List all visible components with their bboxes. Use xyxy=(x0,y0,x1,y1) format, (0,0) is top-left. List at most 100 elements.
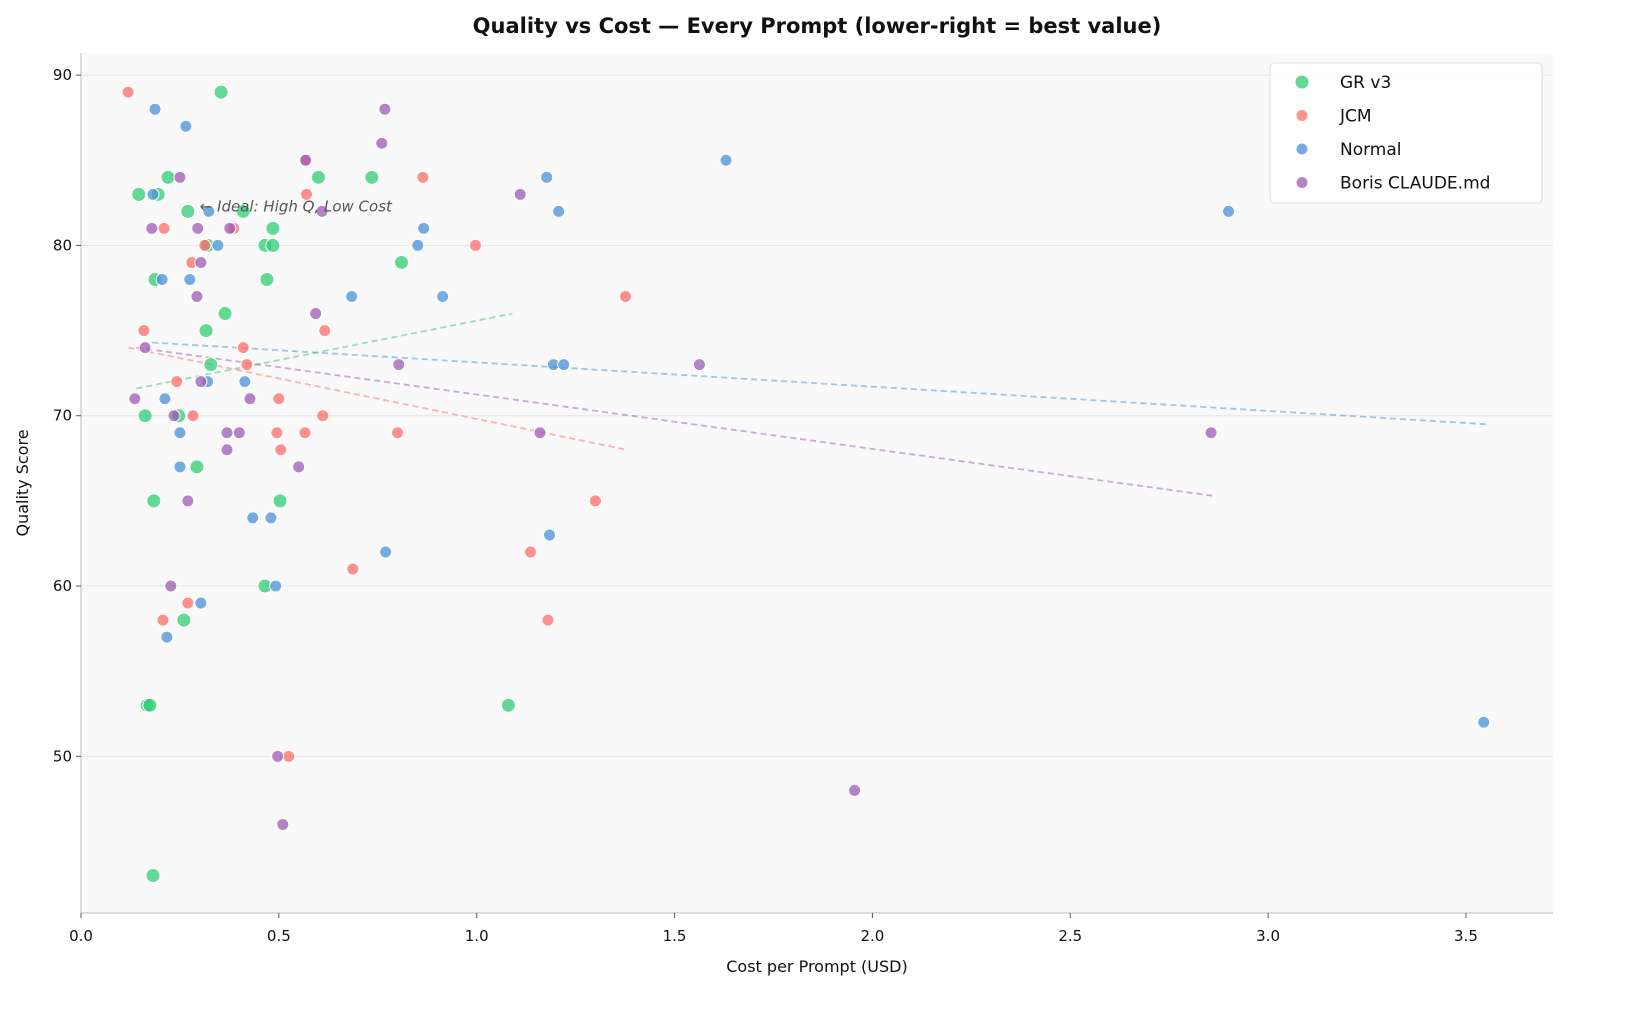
point-gr-v3 xyxy=(203,357,219,373)
point-boris-claude-md xyxy=(271,749,285,763)
point-normal xyxy=(202,204,216,218)
point-jcm xyxy=(618,290,632,304)
point-boris-claude-md xyxy=(220,426,234,440)
point-normal xyxy=(1477,715,1491,729)
point-boris-claude-md xyxy=(194,375,208,389)
point-gr-v3 xyxy=(265,237,281,253)
x-tick-label: 3.5 xyxy=(1454,927,1478,945)
point-gr-v3 xyxy=(217,306,233,322)
point-jcm xyxy=(270,426,284,440)
point-jcm xyxy=(524,545,538,559)
point-gr-v3 xyxy=(176,612,192,628)
point-normal xyxy=(173,426,187,440)
point-boris-claude-md xyxy=(299,153,313,167)
point-gr-v3 xyxy=(189,459,205,475)
point-normal xyxy=(269,579,283,593)
point-jcm xyxy=(274,443,288,457)
y-tick-label: 60 xyxy=(53,577,72,595)
point-boris-claude-md xyxy=(164,579,178,593)
point-gr-v3 xyxy=(500,697,516,713)
point-gr-v3 xyxy=(146,493,162,509)
x-axis-label: Cost per Prompt (USD) xyxy=(726,957,907,976)
point-jcm xyxy=(156,613,170,627)
y-tick-label: 80 xyxy=(53,236,72,254)
legend-label-jcm: JCM xyxy=(1339,107,1372,127)
legend-marker-boris-claude-md xyxy=(1295,176,1309,189)
point-jcm xyxy=(282,749,296,763)
point-gr-v3 xyxy=(235,203,251,219)
point-boris-claude-md xyxy=(220,443,234,457)
point-jcm xyxy=(318,324,332,338)
x-tick-label: 2.0 xyxy=(860,927,884,945)
x-tick-label: 0.5 xyxy=(267,927,291,945)
legend-marker-normal xyxy=(1295,142,1309,156)
legend-marker-gr-v3 xyxy=(1294,74,1310,90)
point-normal xyxy=(411,238,425,252)
point-boris-claude-md xyxy=(276,817,290,831)
point-boris-claude-md xyxy=(145,221,159,235)
point-gr-v3 xyxy=(213,84,229,100)
point-gr-v3 xyxy=(394,254,410,270)
point-jcm xyxy=(588,494,602,508)
point-boris-claude-md xyxy=(533,426,547,440)
point-boris-claude-md xyxy=(223,221,237,235)
point-gr-v3 xyxy=(259,271,275,287)
point-jcm xyxy=(469,238,483,252)
point-normal xyxy=(719,153,733,167)
point-normal xyxy=(345,290,359,304)
legend-box xyxy=(1269,62,1543,204)
point-jcm xyxy=(170,375,184,389)
legend-label-gr-v3: GR v3 xyxy=(1340,73,1391,93)
point-jcm xyxy=(157,221,171,235)
point-normal xyxy=(543,528,557,542)
point-gr-v3 xyxy=(180,203,196,219)
point-jcm xyxy=(298,426,312,440)
point-normal xyxy=(417,221,431,235)
y-axis-label: Quality Score xyxy=(13,429,32,536)
point-gr-v3 xyxy=(265,220,281,236)
x-tick-label: 1.5 xyxy=(663,927,687,945)
point-boris-claude-md xyxy=(138,341,152,355)
point-jcm xyxy=(416,170,430,184)
y-tick-label: 50 xyxy=(53,747,72,765)
point-normal xyxy=(194,596,208,610)
point-boris-claude-md xyxy=(315,204,329,218)
point-gr-v3 xyxy=(272,493,288,509)
point-gr-v3 xyxy=(310,169,326,185)
point-boris-claude-md xyxy=(173,170,187,184)
point-jcm xyxy=(121,85,135,99)
point-normal xyxy=(436,290,450,304)
legend-marker-jcm xyxy=(1295,109,1309,122)
point-jcm xyxy=(391,426,405,440)
annotation-ideal: ← Ideal: High Q, Low Cost xyxy=(200,197,393,215)
point-normal xyxy=(246,511,260,525)
point-gr-v3 xyxy=(142,697,158,713)
point-normal xyxy=(158,392,172,406)
point-normal xyxy=(1222,204,1236,218)
x-tick-label: 3.0 xyxy=(1256,927,1280,945)
point-normal xyxy=(238,375,252,389)
point-normal xyxy=(211,238,225,252)
trendline-boris-claude-md xyxy=(136,346,1213,497)
point-normal xyxy=(379,545,393,559)
point-jcm xyxy=(137,324,151,338)
point-gr-v3 xyxy=(198,323,214,339)
point-jcm xyxy=(198,238,212,252)
point-normal xyxy=(557,358,571,372)
point-normal xyxy=(155,272,169,286)
legend-label-normal: Normal xyxy=(1340,140,1402,160)
point-boris-claude-md xyxy=(194,255,208,269)
chart-title: Quality vs Cost — Every Prompt (lower-ri… xyxy=(473,14,1162,38)
x-tick-label: 2.5 xyxy=(1058,927,1082,945)
point-boris-claude-md xyxy=(848,783,862,797)
legend-label-boris-claude-md: Boris CLAUDE.md xyxy=(1340,174,1490,194)
point-jcm xyxy=(240,358,254,372)
point-boris-claude-md xyxy=(128,392,142,406)
point-boris-claude-md xyxy=(1204,426,1218,440)
point-boris-claude-md xyxy=(232,426,246,440)
point-gr-v3 xyxy=(160,169,176,185)
point-jcm xyxy=(346,562,360,576)
y-tick-label: 70 xyxy=(53,407,72,425)
point-boris-claude-md xyxy=(692,358,706,372)
